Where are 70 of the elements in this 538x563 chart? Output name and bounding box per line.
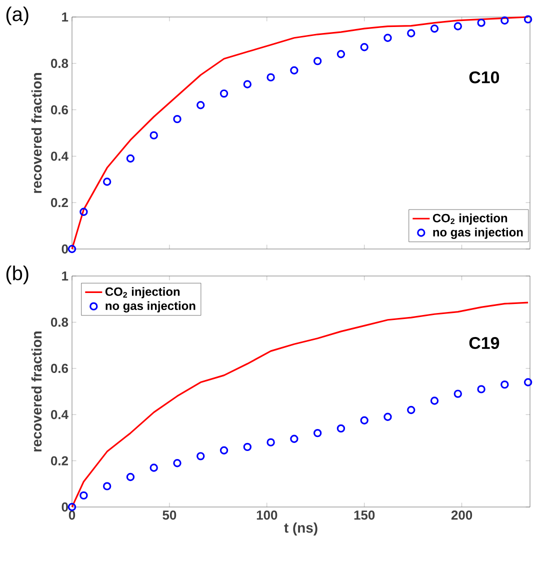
- point: [126, 472, 135, 482]
- point: [384, 34, 392, 42]
- y-axis-title: recovered fraction: [31, 73, 42, 193]
- point: [500, 16, 509, 25]
- point: [360, 416, 368, 424]
- y-tick-label: 0: [62, 244, 68, 254]
- point: [313, 56, 322, 66]
- point: [196, 452, 205, 460]
- x-axis-title: t (ns): [284, 522, 318, 536]
- point: [173, 459, 182, 468]
- legend-label: CO$_{2}$ injection: [432, 214, 508, 225]
- point: [243, 442, 252, 452]
- point: [430, 396, 439, 405]
- point: [407, 29, 416, 38]
- text: (a): [6, 6, 28, 26]
- point: [524, 15, 532, 24]
- y-tick-label: 0: [62, 502, 68, 512]
- y-tick-label: 1: [62, 272, 68, 280]
- y-tick-label: 0.6: [50, 105, 68, 114]
- y-tick-label: 0.2: [50, 456, 68, 466]
- x-tick-label: 100: [256, 510, 278, 520]
- x-tick-label: 50: [162, 510, 176, 520]
- point: [80, 208, 88, 216]
- y-tick-label: 0.8: [50, 318, 68, 327]
- point: [220, 446, 228, 455]
- point: [336, 50, 346, 58]
- y-tick-label: 1: [62, 12, 68, 22]
- point: [500, 380, 509, 389]
- point: [196, 101, 205, 110]
- y-tick-label: 0.8: [50, 58, 68, 68]
- point: [407, 406, 416, 414]
- point: [313, 428, 322, 438]
- point: [150, 464, 158, 472]
- point: [220, 89, 228, 98]
- point: [126, 154, 135, 163]
- line-series: [71, 302, 529, 508]
- y-tick-label: 0.4: [50, 152, 68, 161]
- y-tick-label: 0.6: [50, 364, 68, 373]
- point: [336, 424, 346, 433]
- point: [266, 73, 275, 82]
- y-tick-label: 0.2: [50, 198, 68, 208]
- legend-label: no gas injection: [433, 228, 523, 239]
- point: [454, 22, 462, 30]
- point: [524, 378, 532, 386]
- point: [290, 434, 298, 443]
- point: [384, 412, 392, 422]
- x-tick-label: 200: [451, 510, 472, 520]
- point: [173, 114, 182, 124]
- point: [454, 390, 462, 398]
- point: [477, 385, 486, 394]
- point: [243, 80, 252, 88]
- point: [80, 491, 88, 500]
- point: [477, 18, 486, 27]
- point: [150, 131, 158, 140]
- point: [430, 24, 439, 33]
- x-tick-label: 0: [68, 510, 76, 520]
- text: (b): [6, 266, 28, 284]
- y-axis-title: recovered fraction: [31, 332, 42, 452]
- annotation: C10: [469, 71, 500, 84]
- legend-label: CO$_{2}$ injection: [105, 287, 180, 298]
- legend-label: no gas injection: [106, 301, 196, 312]
- point: [68, 244, 76, 254]
- point: [290, 66, 298, 74]
- point: [102, 482, 112, 490]
- annotation: C19: [469, 336, 500, 349]
- point: [360, 43, 368, 52]
- point: [102, 178, 112, 186]
- y-tick-label: 0.4: [50, 410, 68, 420]
- x-tick-label: 150: [354, 510, 375, 520]
- point: [266, 438, 275, 446]
